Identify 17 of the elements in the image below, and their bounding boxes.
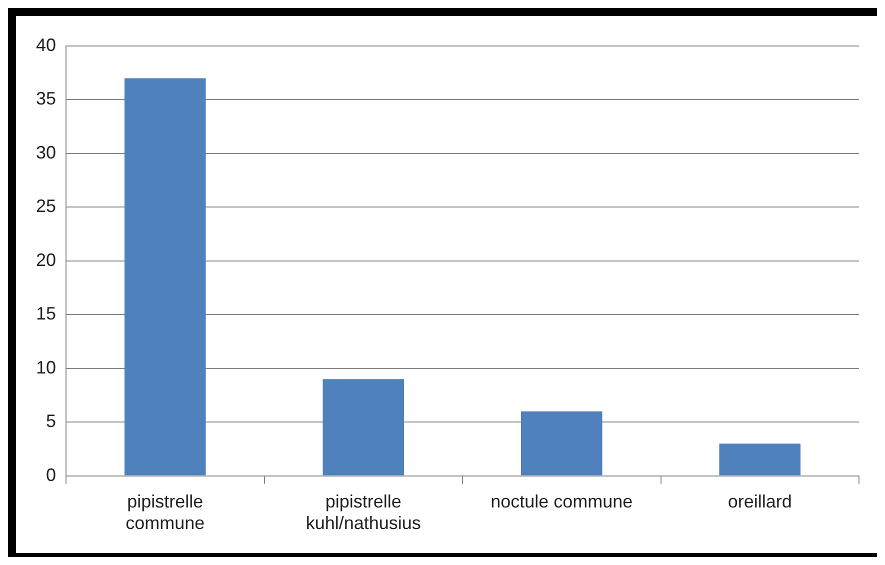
bar [124, 78, 206, 476]
y-tick-label: 25 [36, 196, 56, 216]
x-tick-label: noctule commune [490, 492, 633, 512]
y-tick-label: 5 [46, 411, 56, 432]
bar [322, 379, 404, 476]
y-tick-label: 0 [46, 464, 56, 485]
y-tick-label: 20 [36, 250, 56, 270]
y-tick-label: 35 [36, 88, 56, 109]
x-tick-label: pipistrelle commune [126, 492, 205, 534]
y-tick-label: 40 [36, 34, 56, 55]
y-tick-label: 30 [36, 142, 56, 162]
x-tick-label: oreillard [728, 492, 792, 512]
bar [520, 411, 602, 476]
y-tick-label: 15 [36, 304, 56, 324]
y-tick-label: 10 [36, 357, 56, 378]
x-tick-label: pipistrelle kuhl/nathusius [306, 492, 421, 534]
bar [719, 444, 801, 476]
